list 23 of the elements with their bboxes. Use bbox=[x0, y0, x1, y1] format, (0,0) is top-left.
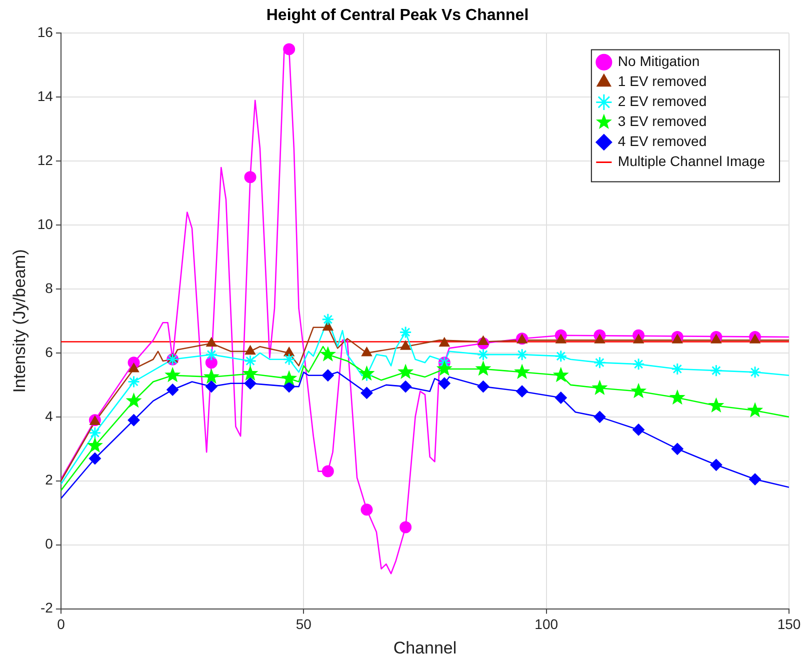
legend-label: 2 EV removed bbox=[618, 93, 707, 110]
y-tick-label: 6 bbox=[45, 344, 54, 360]
legend-label: Multiple Channel Image bbox=[618, 153, 766, 170]
legend-label: No Mitigation bbox=[618, 53, 700, 70]
y-tick-label: 16 bbox=[37, 24, 54, 40]
y-tick-label: 10 bbox=[37, 216, 54, 232]
x-tick-label: 150 bbox=[777, 616, 801, 632]
y-tick-label: 2 bbox=[45, 472, 54, 488]
chart-title: Height of Central Peak Vs Channel bbox=[266, 7, 529, 24]
x-tick-label: 0 bbox=[57, 616, 66, 632]
x-axis-title: Channel bbox=[393, 638, 457, 658]
legend-label: 4 EV removed bbox=[618, 133, 707, 150]
x-tick-label: 50 bbox=[296, 616, 312, 632]
y-tick-label: -2 bbox=[40, 600, 54, 616]
x-tick-label: 100 bbox=[534, 616, 558, 632]
y-tick-label: 8 bbox=[45, 280, 54, 296]
y-axis-title: Intensity (Jy/beam) bbox=[10, 249, 29, 393]
y-tick-label: 0 bbox=[45, 536, 54, 552]
legend-label: 3 EV removed bbox=[618, 113, 707, 130]
y-tick-label: 12 bbox=[37, 152, 54, 168]
legend-label: 1 EV removed bbox=[618, 73, 707, 90]
y-tick-label: 14 bbox=[37, 88, 54, 104]
y-tick-label: 4 bbox=[45, 408, 54, 424]
